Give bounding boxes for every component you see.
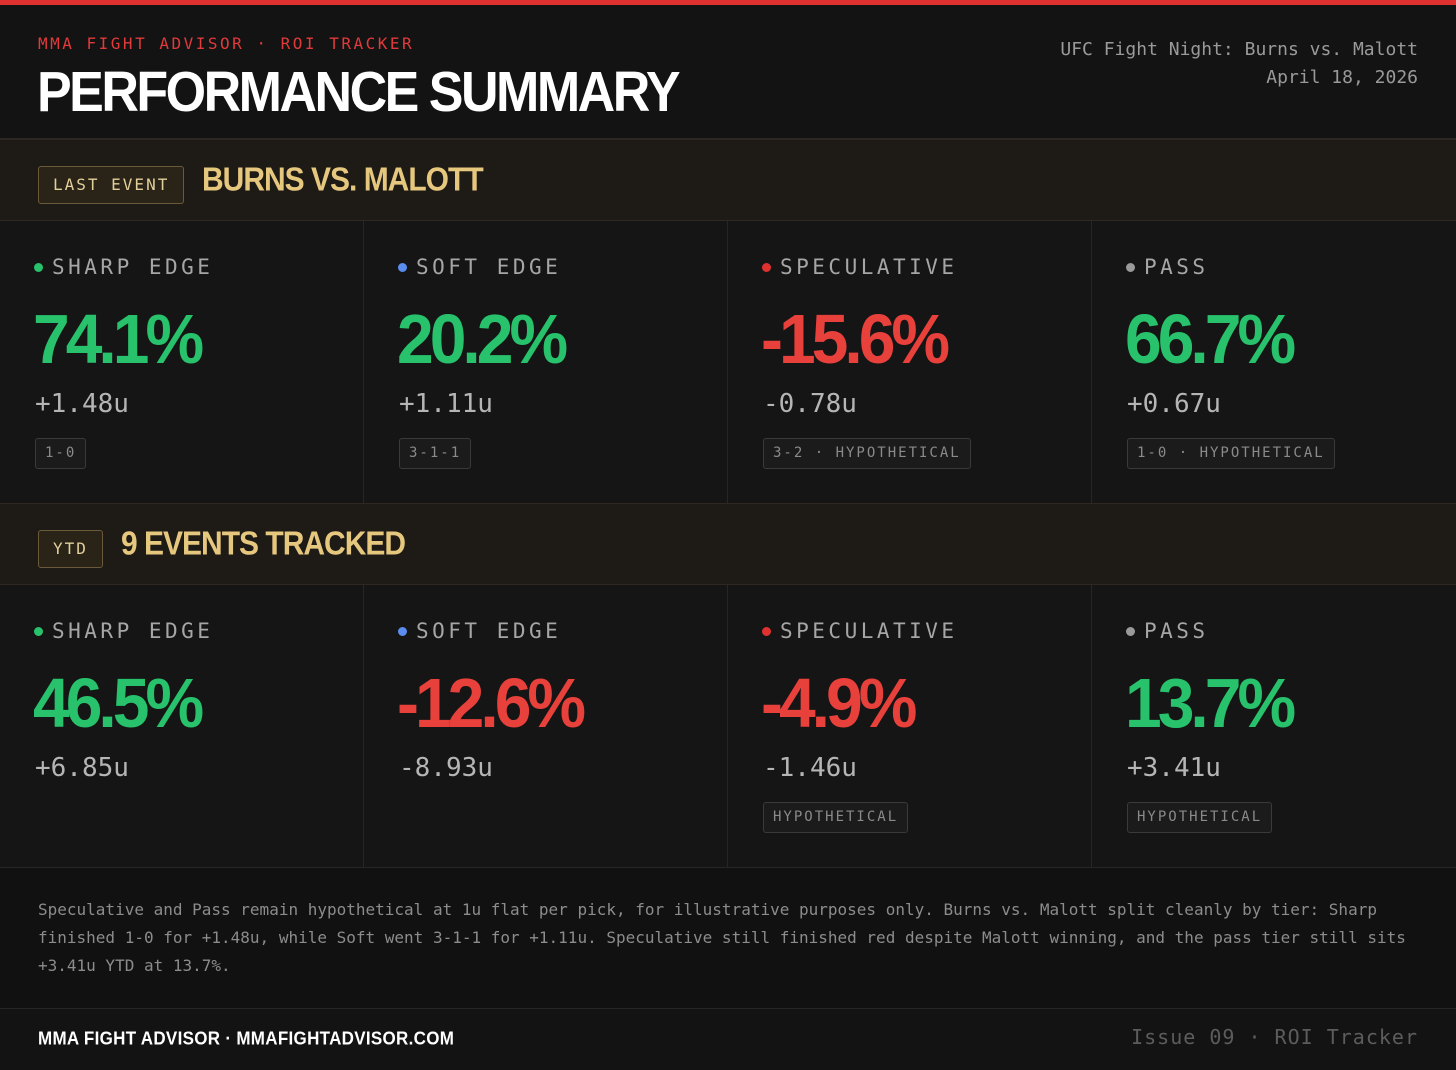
units-value: +3.41u (1127, 753, 1221, 783)
tier-header: SHARP EDGE (34, 619, 213, 643)
last-event-band: LAST EVENT BURNS VS. MALOTT (0, 139, 1456, 221)
tier-header: PASS (1126, 619, 1209, 643)
roi-percent: 46.5% (33, 664, 204, 742)
tier-header: SPECULATIVE (762, 255, 958, 279)
footer-issue: Issue 09 · ROI Tracker (1131, 1025, 1418, 1049)
speculative-dot-icon (762, 626, 771, 636)
ytd-soft-card: SOFT EDGE -12.6% -8.93u (364, 585, 728, 867)
last-event-soft-card: SOFT EDGE 20.2% +1.11u 3-1-1 (364, 221, 728, 503)
roi-percent: 74.1% (33, 300, 204, 378)
speculative-dot-icon (762, 262, 771, 272)
last-event-pass-card: PASS 66.7% +0.67u 1-0 · HYPOTHETICAL (1092, 221, 1456, 503)
accent-bar (0, 0, 1456, 5)
tier-label: SOFT EDGE (416, 255, 562, 279)
roi-percent: -15.6% (761, 300, 950, 378)
disclaimer-note: Speculative and Pass remain hypothetical… (0, 867, 1456, 1009)
last-event-sharp-card: SHARP EDGE 74.1% +1.48u 1-0 (0, 221, 364, 503)
ytd-pass-card: PASS 13.7% +3.41u HYPOTHETICAL (1092, 585, 1456, 867)
roi-percent: 66.7% (1125, 300, 1296, 378)
record-tag: 1-0 · HYPOTHETICAL (1127, 438, 1335, 469)
soft-dot-icon (398, 262, 407, 272)
tier-label: SPECULATIVE (780, 619, 958, 643)
units-value: +0.67u (1127, 389, 1221, 419)
tier-header: PASS (1126, 255, 1209, 279)
units-value: +1.48u (35, 389, 129, 419)
tier-header: SOFT EDGE (398, 619, 561, 643)
roi-percent: -4.9% (761, 664, 917, 742)
units-value: +1.11u (399, 389, 493, 419)
record-tag: HYPOTHETICAL (763, 802, 909, 833)
last-event-grid: SHARP EDGE 74.1% +1.48u 1-0 SOFT EDGE 20… (0, 221, 1456, 503)
last-event-title: BURNS VS. MALOTT (202, 162, 484, 199)
footer-brand: MMA FIGHT ADVISOR · MMAFIGHTADVISOR.COM (38, 1028, 455, 1049)
ytd-band: YTD 9 EVENTS TRACKED (0, 503, 1456, 585)
ytd-badge: YTD (38, 530, 103, 568)
note-text: Speculative and Pass remain hypothetical… (38, 900, 1406, 975)
record-tag: 1-0 (35, 438, 87, 469)
units-value: -8.93u (399, 753, 493, 783)
tier-header: SOFT EDGE (398, 255, 561, 279)
sharp-dot-icon (34, 262, 43, 272)
page-header: MMA FIGHT ADVISOR · ROI TRACKER PERFORMA… (0, 5, 1456, 139)
last-event-speculative-card: SPECULATIVE -15.6% -0.78u 3-2 · HYPOTHET… (728, 221, 1092, 503)
soft-dot-icon (398, 626, 407, 636)
roi-percent: 20.2% (397, 300, 568, 378)
roi-percent: 13.7% (1125, 664, 1296, 742)
event-info: UFC Fight Night: Burns vs. Malott April … (1060, 36, 1418, 92)
event-name: UFC Fight Night: Burns vs. Malott (1060, 39, 1418, 60)
pass-dot-icon (1126, 626, 1135, 636)
tier-label: SHARP EDGE (52, 619, 214, 643)
tier-header: SHARP EDGE (34, 255, 213, 279)
pass-dot-icon (1126, 262, 1135, 272)
ytd-sharp-card: SHARP EDGE 46.5% +6.85u (0, 585, 364, 867)
units-value: +6.85u (35, 753, 129, 783)
sharp-dot-icon (34, 626, 43, 636)
units-value: -0.78u (763, 389, 857, 419)
tier-label: SOFT EDGE (416, 619, 562, 643)
tier-label: PASS (1144, 255, 1209, 279)
ytd-title: 9 EVENTS TRACKED (121, 526, 406, 563)
page-title: PERFORMANCE SUMMARY (37, 61, 681, 124)
kicker: MMA FIGHT ADVISOR · ROI TRACKER (38, 34, 415, 53)
tier-label: SHARP EDGE (52, 255, 214, 279)
record-tag: HYPOTHETICAL (1127, 802, 1273, 833)
page-footer: MMA FIGHT ADVISOR · MMAFIGHTADVISOR.COM … (0, 1009, 1456, 1070)
tier-header: SPECULATIVE (762, 619, 958, 643)
tier-label: SPECULATIVE (780, 255, 958, 279)
record-tag: 3-2 · HYPOTHETICAL (763, 438, 971, 469)
last-event-badge: LAST EVENT (38, 166, 185, 204)
ytd-speculative-card: SPECULATIVE -4.9% -1.46u HYPOTHETICAL (728, 585, 1092, 867)
record-tag: 3-1-1 (399, 438, 472, 469)
ytd-grid: SHARP EDGE 46.5% +6.85u SOFT EDGE -12.6%… (0, 585, 1456, 867)
roi-percent: -12.6% (397, 664, 586, 742)
event-date: April 18, 2026 (1266, 67, 1418, 88)
tier-label: PASS (1144, 619, 1209, 643)
units-value: -1.46u (763, 753, 857, 783)
